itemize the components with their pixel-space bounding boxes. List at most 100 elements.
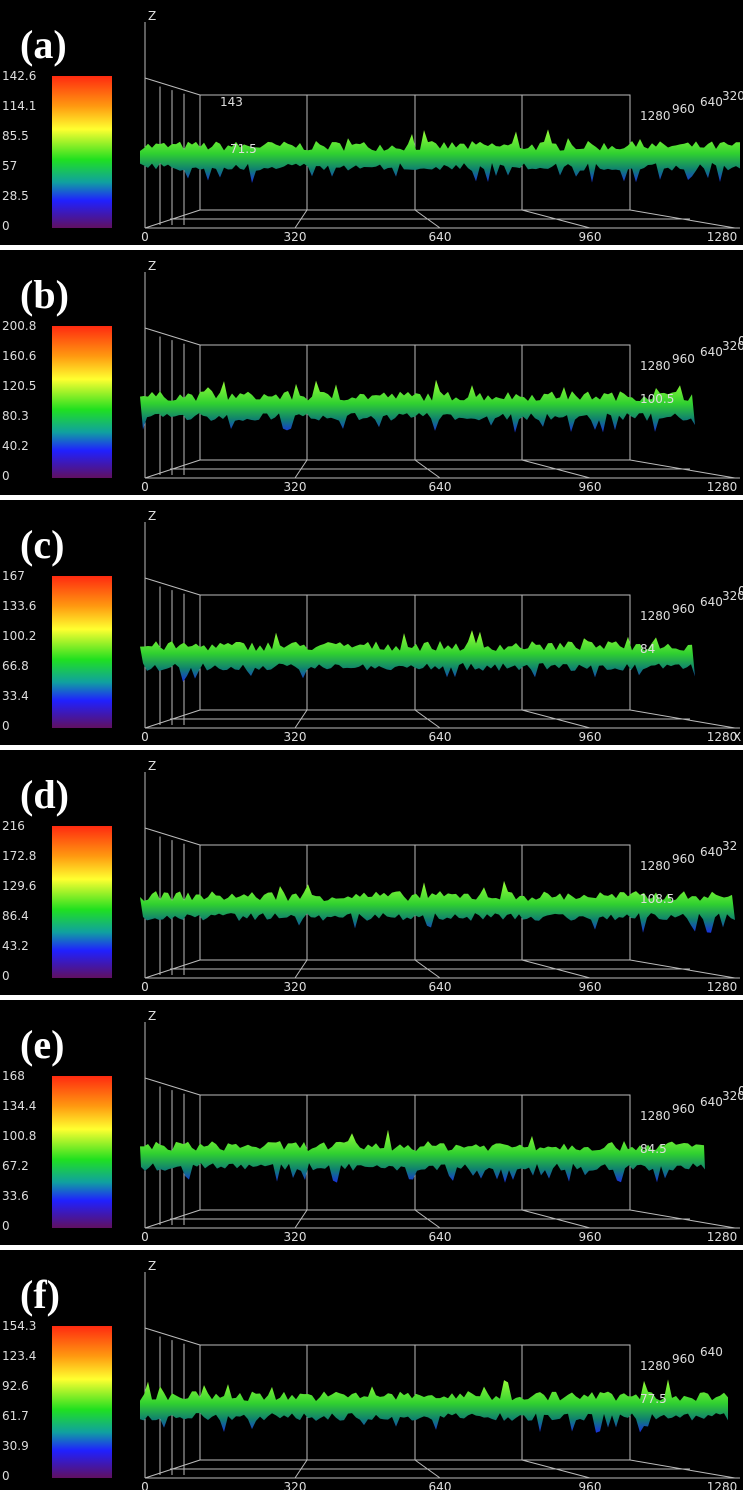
floor-line [144,209,201,229]
x-tick-label: 0 [141,480,149,494]
floor-line [144,959,201,979]
floor-line [629,1459,736,1479]
colorbar-tick-label: 142.6 [2,69,36,83]
floor-line [629,709,736,729]
depth-tick-label: 1280 [640,1109,671,1123]
colorbar-tick-label: 172.8 [2,849,36,863]
floor-line [629,1209,736,1229]
x-tick-label: 320 [284,730,307,744]
colorbar-tick-label: 33.6 [2,1189,29,1203]
colorbar-tick-label: 200.8 [2,319,36,333]
x-axis-label: X [733,730,741,744]
x-tick-label: 640 [429,230,452,244]
depth-tick-label: 1280 [640,1359,671,1373]
colorbar-tick-label: 0 [2,1469,10,1483]
floor-line [629,959,736,979]
panel-label: (a) [20,22,67,67]
colorbar [52,76,112,228]
colorbar-tick-label: 80.3 [2,409,29,423]
floor-line [294,1459,308,1479]
surface [140,880,735,933]
x-tick-label: 960 [579,480,602,494]
depth-tick-label: 1280 [640,109,671,123]
colorbar [52,576,112,728]
floor-line [294,709,308,729]
floor-line [294,959,308,979]
colorbar-tick-label: 120.5 [2,379,36,393]
x-tick-label: 1280 [707,1480,738,1490]
depth-tick-label: 0 [738,584,743,598]
frame-line [144,1327,201,1346]
z-axis-label: Z [148,259,156,273]
surface [140,1379,728,1433]
surface [140,379,695,433]
depth-tick-label: 960 [672,1102,695,1116]
x-tick-label: 1280 [707,730,738,744]
surface [140,129,740,183]
floor-line [144,1459,201,1479]
z-axis-label: Z [148,509,156,523]
depth-tick-label: 1280 [640,359,671,373]
colorbar-tick-label: 123.4 [2,1349,36,1363]
x-tick-label: 640 [429,980,452,994]
colorbar-tick-label: 85.5 [2,129,29,143]
floor-line [144,709,201,729]
x-tick-label: 960 [579,980,602,994]
floor-line [294,1209,308,1229]
colorbar-tick-label: 43.2 [2,939,29,953]
x-tick-label: 320 [284,230,307,244]
colorbar-tick-label: 66.8 [2,659,29,673]
x-tick-label: 0 [141,730,149,744]
panel-background [0,1250,743,1490]
panel-background [0,500,743,745]
colorbar-tick-label: 100.2 [2,629,36,643]
colorbar-tick-label: 0 [2,219,10,233]
floor-line [521,1209,591,1229]
depth-tick-label: 0 [738,1084,743,1098]
floor-line [294,459,308,479]
frame-line [144,827,201,846]
panel-label: (e) [20,1022,64,1067]
x-tick-label: 640 [429,1230,452,1244]
panel-background [0,0,743,245]
depth-tick-label: 320 [722,589,743,603]
floor-line [414,959,441,979]
mid-value-label: 84 [640,642,655,656]
colorbar [52,326,112,478]
x-tick-label: 320 [284,1230,307,1244]
mid-value-label: 71.5 [230,142,257,156]
frame-line [144,77,201,96]
floor-line [521,209,591,229]
colorbar [52,826,112,978]
depth-tick-label: 320 [722,89,743,103]
x-tick-label: 1280 [707,1230,738,1244]
colorbar-tick-label: 30.9 [2,1439,29,1453]
x-tick-label: 0 [141,1480,149,1490]
frame-line [144,1077,201,1096]
panel-label: (d) [20,772,69,817]
x-tick-label: 640 [429,730,452,744]
x-tick-label: 640 [429,480,452,494]
depth-tick-label: 640 [700,1095,723,1109]
depth-tick-label: 960 [672,102,695,116]
mid-value-label: 108.5 [640,892,674,906]
floor-line [144,1209,201,1229]
depth-tick-label: 960 [672,1352,695,1366]
depth-tick-label: 32 [722,839,737,853]
depth-tick-label: 1280 [640,859,671,873]
colorbar-tick-label: 154.3 [2,1319,36,1333]
floor-line [629,209,736,229]
depth-tick-label: 640 [700,95,723,109]
floor-line [414,209,441,229]
panel-label: (b) [20,272,69,317]
depth-tick-label: 960 [672,602,695,616]
x-tick-label: 0 [141,1230,149,1244]
z-axis-label: Z [148,9,156,23]
colorbar-tick-label: 57 [2,159,17,173]
x-tick-label: 1280 [707,980,738,994]
floor-line [521,709,591,729]
panel-background [0,1000,743,1245]
floor-line [414,1209,441,1229]
